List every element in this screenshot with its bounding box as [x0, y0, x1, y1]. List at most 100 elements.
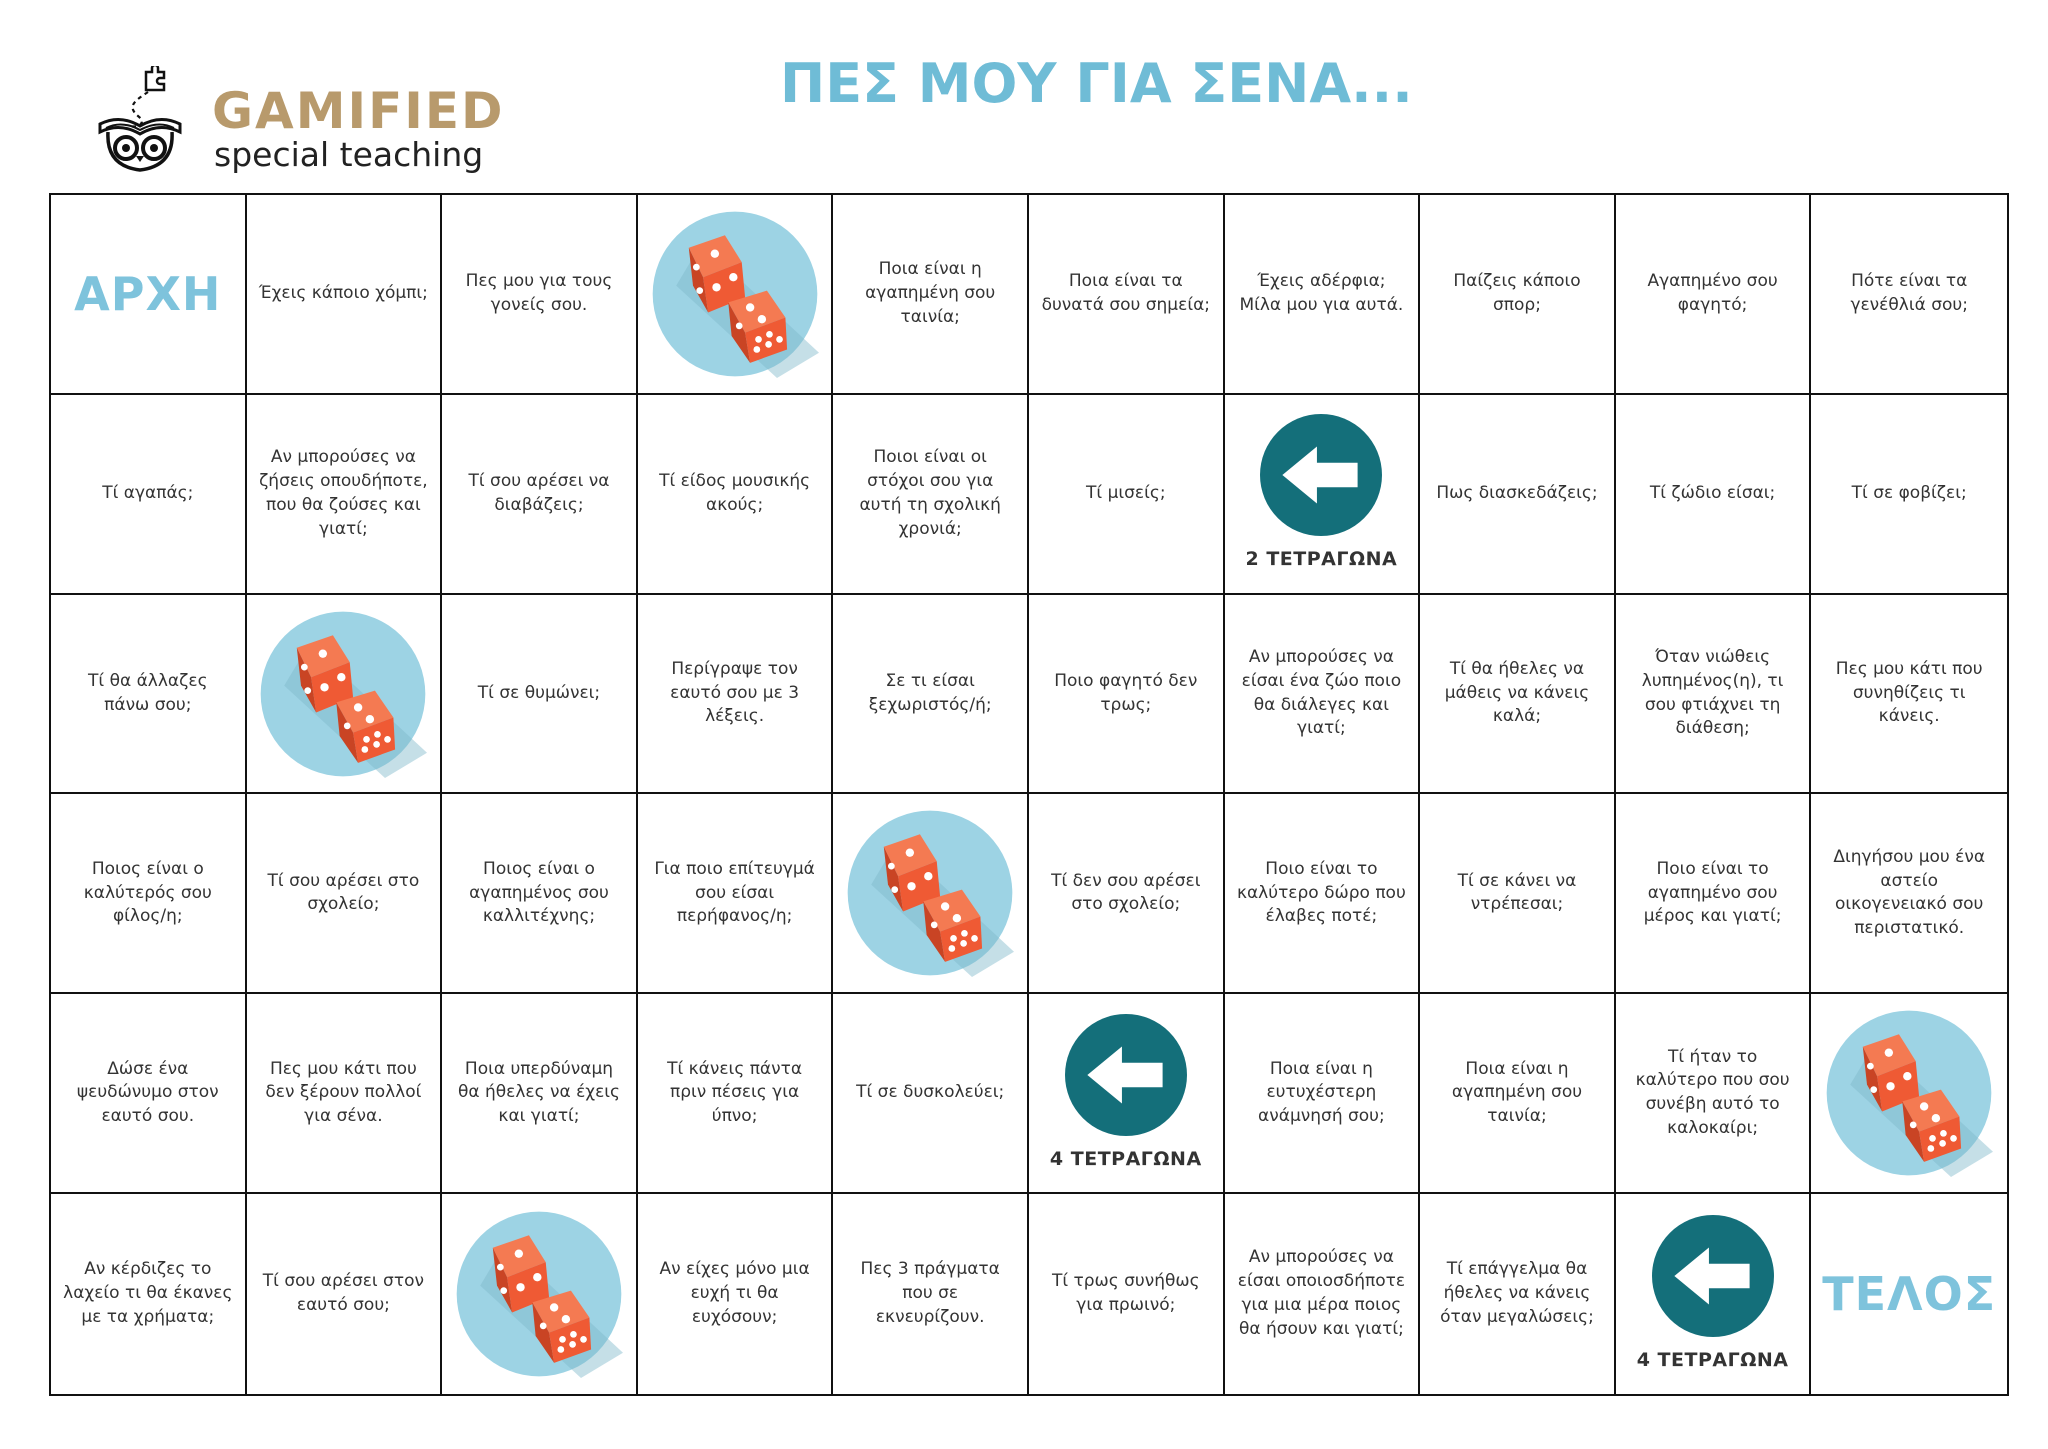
move-back-square: 4 ΤΕΤΡΑΓΩΝΑ [1029, 994, 1225, 1195]
dice-square [246, 594, 443, 795]
board-square: Τί σου αρέσει στο σχολείο; [246, 794, 443, 995]
move-back-label: 2 ΤΕΤΡΑΓΩΝΑ [1245, 548, 1398, 571]
question-text: Τί είδος μουσικής ακούς; [659, 470, 811, 515]
board-square: Αν μπορούσες να ζήσεις οπουδήποτε, που θ… [246, 394, 443, 595]
question-text: Αν κέρδιζες το λαχείο τι θα έκανες με τα… [63, 1259, 233, 1327]
board-square: Τί ζώδιο είσαι; [1615, 394, 1812, 595]
board-square: Τί τρως συνήθως για πρωινό; [1029, 1194, 1225, 1394]
question-text: Αγαπημένο σου φαγητό; [1647, 271, 1778, 315]
question-text: Τί μισείς; [1086, 482, 1166, 503]
board-square: Τί θα άλλαζες πάνω σου; [51, 594, 247, 795]
question-text: Τί επάγγελμα θα ήθελες να κάνεις όταν με… [1440, 1259, 1594, 1327]
board-square: Πες 3 πράγματα που σε εκνευρίζουν. [833, 1194, 1029, 1394]
question-text: Ποιοι είναι οι στόχοι σου για αυτή τη σχ… [859, 447, 1001, 539]
board-square: Ποιος είναι ο καλύτερός σου φίλος/η; [51, 794, 247, 995]
question-text: Πως διασκεδάζεις; [1436, 482, 1598, 503]
question-text: Παίζεις κάποιο σπορ; [1453, 271, 1581, 315]
question-text: Τί αγαπάς; [102, 482, 194, 503]
dice-square [833, 794, 1029, 995]
question-text: Ποια είναι η ευτυχέστερη ανάμνησή σου; [1258, 1058, 1385, 1127]
question-text: Ποια υπερδύναμη θα ήθελες να έχεις και γ… [457, 1058, 621, 1127]
board-square: Ποια είναι η αγαπημένη σου ταινία; [1420, 994, 1616, 1195]
board-square: Πες μου για τους γονείς σου. [442, 195, 638, 395]
board-square: Ποιο είναι το αγαπημένο σου μέρος και γι… [1615, 794, 1812, 995]
board-square: Έχεις κάποιο χόμπι; [246, 195, 443, 395]
arrow-left-icon [1064, 1013, 1187, 1136]
board-square: Τί σου αρέσει στον εαυτό σου; [247, 1194, 443, 1394]
board-square: Πες μου κάτι που δεν ξέρουν πολλοί για σ… [246, 994, 443, 1195]
board-square: Αν μπορούσες να είσαι οποιοσδήποτε για μ… [1225, 1194, 1421, 1394]
question-text: Έχεις κάποιο χόμπι; [258, 283, 428, 304]
board-square: Ποια είναι η αγαπημένη σου ταινία; [833, 195, 1029, 395]
question-text: Τί σε κάνει να ντρέπεσαι; [1457, 870, 1577, 915]
question-text: Τί σου αρέσει να διαβάζεις; [468, 470, 610, 515]
move-back-group: 4 ΤΕΤΡΑΓΩΝΑ [1050, 994, 1202, 1192]
start-label: ΑΡΧΗ [74, 266, 222, 321]
logo-wordmark: GAMIFIED [212, 82, 505, 140]
move-back-group: 2 ΤΕΤΡΑΓΩΝΑ [1246, 395, 1398, 593]
board-square: Διηγήσου μου ένα αστείο οικογενειακό σου… [1811, 794, 2007, 995]
board-square: Αν κέρδιζες το λαχείο τι θα έκανες με τα… [51, 1194, 247, 1394]
question-text: Πες μου κάτι που συνηθίζεις τι κάνεις. [1835, 658, 1983, 727]
board-square: Παίζεις κάποιο σπορ; [1420, 195, 1616, 395]
game-board: ΑΡΧΗ Έχεις κάποιο χόμπι; Πες μου για τους … [49, 193, 2009, 1396]
question-text: Ποιο είναι το αγαπημένο σου μέρος και γι… [1643, 858, 1782, 927]
question-text: Τί ήταν το καλύτερο που σου συνέβη αυτό … [1635, 1046, 1790, 1139]
question-text: Ποια είναι η αγαπημένη σου ταινία; [1451, 1058, 1583, 1127]
board-square: Τί αγαπάς; [51, 394, 247, 595]
question-text: Τί σε θυμώνει; [477, 682, 601, 703]
question-text: Τί κάνεις πάντα πριν πέσεις για ύπνο; [667, 1058, 803, 1127]
board-square: Τί επάγγελμα θα ήθελες να κάνεις όταν με… [1420, 1194, 1616, 1394]
start-square: ΑΡΧΗ [51, 195, 247, 395]
question-text: Ποιος είναι ο καλύτερός σου φίλος/η; [83, 858, 212, 927]
move-back-square: 2 ΤΕΤΡΑΓΩΝΑ [1224, 394, 1421, 595]
move-back-square: 4 ΤΕΤΡΑΓΩΝΑ [1616, 1194, 1812, 1394]
question-text: Διηγήσου μου ένα αστείο οικογενειακό σου… [1833, 846, 1986, 939]
question-text: Τί σε δυσκολεύει; [856, 1082, 1005, 1103]
dice-icon [652, 211, 819, 378]
page-title: ΠΕΣ ΜΟΥ ΓΙΑ ΣΕΝΑ... [780, 52, 1413, 115]
question-text: Ποια είναι η αγαπημένη σου ταινία; [865, 259, 996, 327]
question-text: Αν είχες μόνο μια ευχή τι θα ευχόσουν; [659, 1259, 810, 1327]
board-square: Τί σε φοβίζει; [1811, 395, 2007, 595]
question-text: Ποιο φαγητό δεν τρως; [1054, 670, 1198, 715]
question-text: Έχεις αδέρφια; Μίλα μου για αυτά. [1239, 271, 1404, 315]
board-square: Τί σε θυμώνει; [442, 594, 638, 795]
board-square: Αγαπημένο σου φαγητό; [1615, 195, 1812, 395]
board-square: Τί σου αρέσει να διαβάζεις; [442, 394, 638, 595]
question-text: Πότε είναι τα γενέθλιά σου; [1850, 271, 1968, 315]
move-back-label: 4 ΤΕΤΡΑΓΩΝΑ [1636, 1348, 1789, 1371]
board-square: Τί σε κάνει να ντρέπεσαι; [1420, 794, 1616, 995]
question-text: Τί σου αρέσει στον εαυτό σου; [262, 1271, 424, 1316]
board-square: Ποιο φαγητό δεν τρως; [1029, 594, 1225, 795]
arrow-left-icon [1260, 414, 1383, 537]
board-square: Έχεις αδέρφια; Μίλα μου για αυτά. [1224, 195, 1421, 395]
question-text: Αν μπορούσες να ζήσεις οπουδήποτε, που θ… [259, 447, 428, 539]
board-square: Τί θα ήθελες να μάθεις να κάνεις καλά; [1420, 594, 1616, 795]
board-square: Αν είχες μόνο μια ευχή τι θα ευχόσουν; [638, 1194, 834, 1394]
dice-icon [261, 611, 428, 778]
question-text: Πες μου κάτι που δεν ξέρουν πολλοί για σ… [265, 1058, 422, 1127]
board-square: Τί ήταν το καλύτερο που σου συνέβη αυτό … [1615, 994, 1812, 1195]
gamified-logo: GAMIFIED special teaching [96, 66, 503, 176]
board-square: Τί σε δυσκολεύει; [833, 994, 1029, 1195]
dice-icon [1826, 1010, 1994, 1178]
move-back-group: 4 ΤΕΤΡΑΓΩΝΑ [1637, 1194, 1789, 1394]
question-text: Πες 3 πράγματα που σε εκνευρίζουν. [860, 1259, 1000, 1327]
board-square: Ποια είναι τα δυνατά σου σημεία; [1029, 195, 1225, 395]
board-square: Ποιος είναι ο αγαπημένος σου καλλιτέχνης… [442, 794, 638, 995]
board-square: Ποια υπερδύναμη θα ήθελες να έχεις και γ… [442, 994, 638, 1195]
question-text: Τί ζώδιο είσαι; [1649, 482, 1776, 503]
board-square: Τί κάνεις πάντα πριν πέσεις για ύπνο; [637, 994, 834, 1195]
question-text: Τί τρως συνήθως για πρωινό; [1051, 1271, 1200, 1316]
question-text: Τί δεν σου αρέσει στο σχολείο; [1051, 870, 1201, 915]
end-label: ΤΕΛΟΣ [1822, 1266, 1997, 1321]
question-text: Ποια είναι τα δυνατά σου σημεία; [1041, 271, 1211, 315]
question-text: Όταν νιώθεις λυπημένος(η), τι σου φτιάχν… [1641, 646, 1784, 739]
dice-icon [456, 1211, 623, 1379]
end-square: ΤΕΛΟΣ [1811, 1194, 2007, 1394]
dice-icon [847, 811, 1015, 978]
question-text: Αν μπορούσες να είσαι ένα ζώο ποιο θα δι… [1241, 646, 1402, 739]
question-text: Ποιος είναι ο αγαπημένος σου καλλιτέχνης… [469, 858, 609, 927]
